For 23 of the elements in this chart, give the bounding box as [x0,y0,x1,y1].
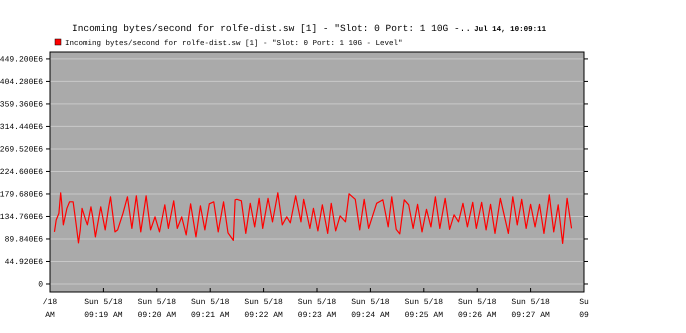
x-tick-label: Sun 5/18 09:27 AM [511,298,550,320]
x-tick-label: Sun 5/18 09:26 AM [458,298,497,320]
y-tick-label: 44.920E6 [4,258,44,268]
chart-title: Incoming bytes/second for rolfe-dist.sw [1] - "Slot: 0 Port: 1 10G -.. [72,23,472,34]
x-tick-label: Sun 5/18 09:23 AM [298,298,336,320]
x-tick-label: Sun 5/18 09:25 AM [404,298,444,320]
x-tick-label: Sun 5/18 09:22 AM [244,298,283,320]
x-tick-label: Sun 5/18 09:21 AM [190,298,230,320]
y-tick-label: 314.440E6 [0,122,44,132]
y-tick-label: 179.680E6 [0,190,44,200]
y-tick-label: 449.200E6 [0,55,44,64]
x-tick-label: Sun 5/18 09:20 AM [138,298,176,320]
y-tick-label: 224.600E6 [0,168,44,178]
y-tick-label: 89.840E6 [4,236,44,245]
y-tick-label: 269.520E6 [0,146,44,154]
x-tick-label: Sun 5/18 09:24 AM [351,298,390,320]
x-tick-label: Sun 5/18 09:19 AM [84,298,123,320]
x-tick-label: /18 AM [42,298,58,320]
y-tick-label: 0 [38,280,44,290]
y-tick-label: 134.760E6 [0,213,44,222]
y-tick-label: 359.360E6 [0,100,44,110]
y-tick-label: 404.280E6 [0,78,44,87]
x-tick-label: Su 09 [579,298,589,320]
